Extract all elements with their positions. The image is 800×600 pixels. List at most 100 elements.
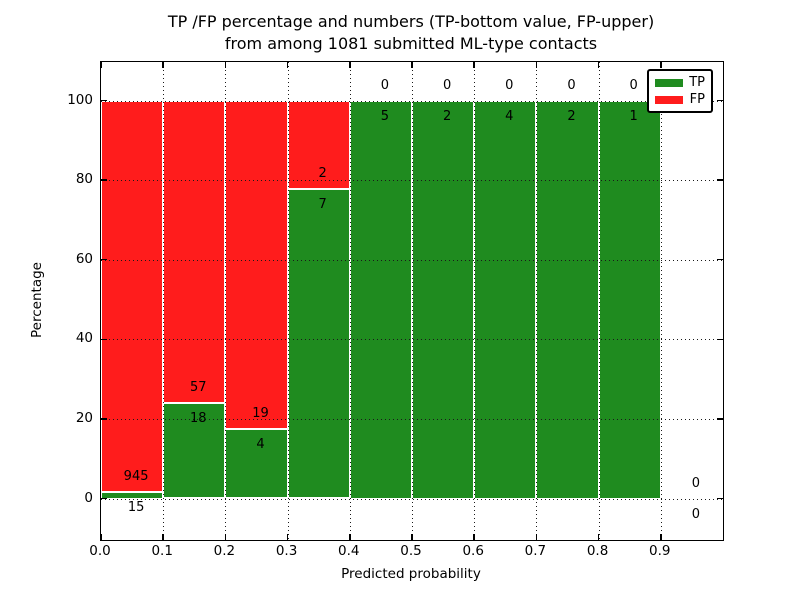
y-tick-left	[101, 497, 107, 500]
y-tick-left	[101, 418, 107, 420]
x-tick-top	[286, 62, 289, 68]
bar-segment-tp	[163, 402, 226, 499]
y-tick-right	[717, 258, 723, 261]
bar-count-tp: 5	[380, 108, 390, 124]
bar-count-fp: 0	[691, 475, 701, 491]
gridline-vertical	[225, 62, 227, 540]
x-tick-label: 0.3	[275, 543, 298, 559]
x-tick-label: 0.7	[524, 543, 547, 559]
legend-item-fp: FP	[655, 91, 705, 107]
x-tick-bottom	[597, 534, 600, 540]
bar-segment-tp	[287, 188, 350, 499]
bar-segment-fp	[163, 100, 226, 403]
x-tick-top	[224, 62, 227, 68]
bar-count-tp: 18	[190, 410, 207, 426]
x-tick-top	[535, 62, 538, 68]
y-tick-left	[101, 99, 107, 102]
y-tick-right	[717, 338, 723, 341]
legend-box: TP FP	[647, 69, 713, 113]
x-tick-bottom	[286, 534, 289, 540]
bar-count-fp: 19	[252, 406, 269, 422]
x-tick-label: 0.8	[586, 543, 609, 559]
plot-area: 945 15 57 18 19 4 2 7 0 5 0 2 0 4 0 2 0 1 0 0	[100, 61, 724, 541]
y-tick-left	[101, 258, 107, 261]
legend-item-tp: TP	[655, 74, 705, 90]
x-tick-bottom	[473, 534, 475, 540]
y-tick-left	[101, 338, 107, 341]
y-tick-label: 100	[67, 91, 93, 108]
bar-count-fp: 0	[629, 77, 638, 93]
gridline-vertical	[474, 62, 476, 540]
x-tick-top	[660, 62, 662, 68]
chart-title-line2: from among 1081 submitted ML-type contac…	[224, 34, 598, 53]
x-tick-bottom	[224, 534, 227, 540]
x-tick-bottom	[535, 534, 538, 540]
gridline-vertical	[349, 62, 351, 540]
x-tick-top	[473, 62, 475, 68]
x-tick-bottom	[411, 534, 413, 540]
bar-count-tp: 0	[691, 506, 701, 522]
y-tick-label: 80	[75, 171, 93, 188]
gridline-vertical	[536, 62, 538, 540]
gridline-vertical	[412, 62, 413, 540]
y-tick-right	[717, 497, 723, 500]
y-tick-label: 40	[75, 330, 93, 347]
y-tick-right	[717, 179, 723, 181]
y-tick-right	[717, 99, 723, 102]
bar-count-tp: 1	[629, 108, 638, 124]
y-tick-label: 20	[75, 409, 93, 426]
x-tick-top	[100, 62, 102, 68]
tp-color-swatch	[655, 78, 683, 87]
x-tick-top	[162, 62, 164, 68]
chart-title-line1: TP /FP percentage and numbers (TP-bottom…	[167, 12, 655, 31]
x-tick-label: 0.1	[151, 543, 173, 559]
x-tick-bottom	[162, 534, 164, 540]
y-tick-label: 0	[84, 489, 93, 506]
chart-title: TP /FP percentage and numbers (TP-bottom…	[100, 11, 722, 55]
bar-count-fp: 945	[123, 469, 149, 485]
bar-segment-tp	[101, 492, 164, 499]
x-tick-top	[349, 62, 351, 68]
legend-label-fp: FP	[689, 91, 705, 107]
bar-segment-tp	[598, 100, 661, 499]
bar-count-tp: 2	[442, 108, 452, 124]
legend-label-tp: TP	[689, 74, 705, 90]
bar-count-tp: 7	[318, 196, 327, 212]
gridline-vertical	[287, 62, 289, 540]
fp-color-swatch	[655, 95, 683, 104]
bar-count-tp: 4	[505, 108, 514, 124]
y-tick-right	[717, 418, 723, 420]
bar-count-fp: 2	[318, 165, 327, 181]
x-tick-label: 0.5	[400, 543, 422, 559]
y-tick-left	[101, 179, 107, 181]
x-axis-label: Predicted probability	[341, 566, 481, 582]
x-tick-label: 0.2	[213, 543, 236, 559]
bar-count-fp: 0	[442, 77, 452, 93]
x-tick-top	[411, 62, 413, 68]
bar-count-tp: 4	[256, 437, 265, 453]
bar-count-tp: 2	[567, 108, 576, 124]
bar-segment-tp	[474, 100, 537, 499]
bar-segment-tp	[536, 100, 599, 499]
bar-segment-fp	[225, 100, 288, 430]
bar-count-fp: 0	[380, 77, 390, 93]
x-tick-label: 0.0	[89, 543, 111, 559]
bar-segment-tp	[412, 100, 475, 499]
bar-count-fp: 0	[505, 77, 514, 93]
bar-count-fp: 0	[567, 77, 576, 93]
x-tick-bottom	[660, 534, 662, 540]
x-tick-label: 0.4	[338, 543, 360, 559]
gridline-vertical	[163, 62, 165, 540]
y-axis-label: Percentage	[29, 262, 45, 338]
x-tick-label: 0.6	[462, 543, 484, 559]
x-tick-label: 0.9	[649, 543, 671, 559]
x-tick-bottom	[349, 534, 351, 540]
bar-segment-fp	[101, 100, 164, 493]
y-tick-label: 60	[75, 250, 93, 267]
x-tick-bottom	[100, 534, 102, 540]
gridline-vertical	[598, 62, 600, 540]
bar-segment-tp	[349, 100, 412, 499]
gridline-vertical	[660, 62, 662, 540]
bar-count-fp: 57	[190, 379, 207, 395]
